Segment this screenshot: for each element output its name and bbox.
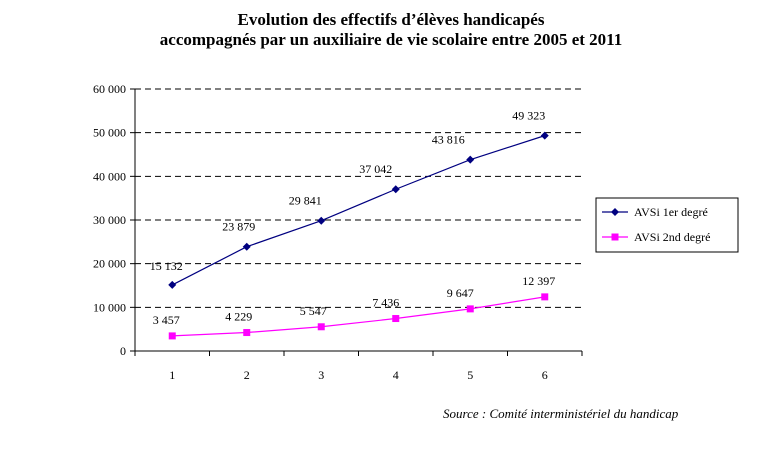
series-line [171,135,545,286]
x-tick-label: 2 [244,368,250,382]
data-point [243,329,251,337]
legend-box [595,197,739,253]
data-label: 4 229 [225,310,252,324]
data-label: 3 457 [153,313,180,327]
data-label: 49 323 [512,109,545,123]
data-point [168,332,176,340]
data-label: 9 647 [447,286,474,300]
data-label: 12 397 [522,274,555,288]
data-label: 43 816 [432,133,465,147]
data-point [466,305,474,313]
legend-label: AVSi 2nd degré [634,230,710,244]
data-label: 23 879 [222,220,255,234]
y-tick-label: 20 000 [93,257,126,271]
x-tick-label: 3 [318,368,324,382]
x-tick-label: 4 [393,368,399,382]
chart-title: Evolution des effectifs d’élèves handica… [0,10,782,50]
y-tick-label: 10 000 [93,300,126,314]
data-label: 37 042 [359,162,392,176]
legend-label: AVSi 1er degré [634,205,708,219]
data-point [466,155,475,164]
data-point [317,323,325,331]
data-point [392,315,400,323]
data-label: 7 436 [372,296,399,310]
data-point [540,131,549,140]
data-point [168,280,177,289]
x-tick-label: 6 [542,368,548,382]
data-point [242,242,251,251]
chart-title-line-2: accompagnés par un auxiliaire de vie sco… [159,30,623,49]
chart-title-line-1: Evolution des effectifs d’élèves handica… [237,10,545,29]
data-point [541,293,549,301]
data-label: 15 132 [150,259,183,273]
source-note: Source : Comité interministériel du hand… [443,406,679,421]
y-tick-label: 30 000 [93,213,126,227]
x-tick-label: 1 [169,368,175,382]
data-point [317,216,326,225]
y-tick-label: 0 [120,344,126,358]
legend-marker [611,233,619,241]
x-tick-label: 5 [467,368,473,382]
data-label: 5 547 [300,304,327,318]
data-point [391,185,400,194]
y-tick-label: 60 000 [93,82,126,96]
legend-marker [611,208,619,216]
series-line [172,296,545,337]
data-label: 29 841 [289,194,322,208]
y-tick-label: 40 000 [93,169,126,183]
y-tick-label: 50 000 [93,126,126,140]
